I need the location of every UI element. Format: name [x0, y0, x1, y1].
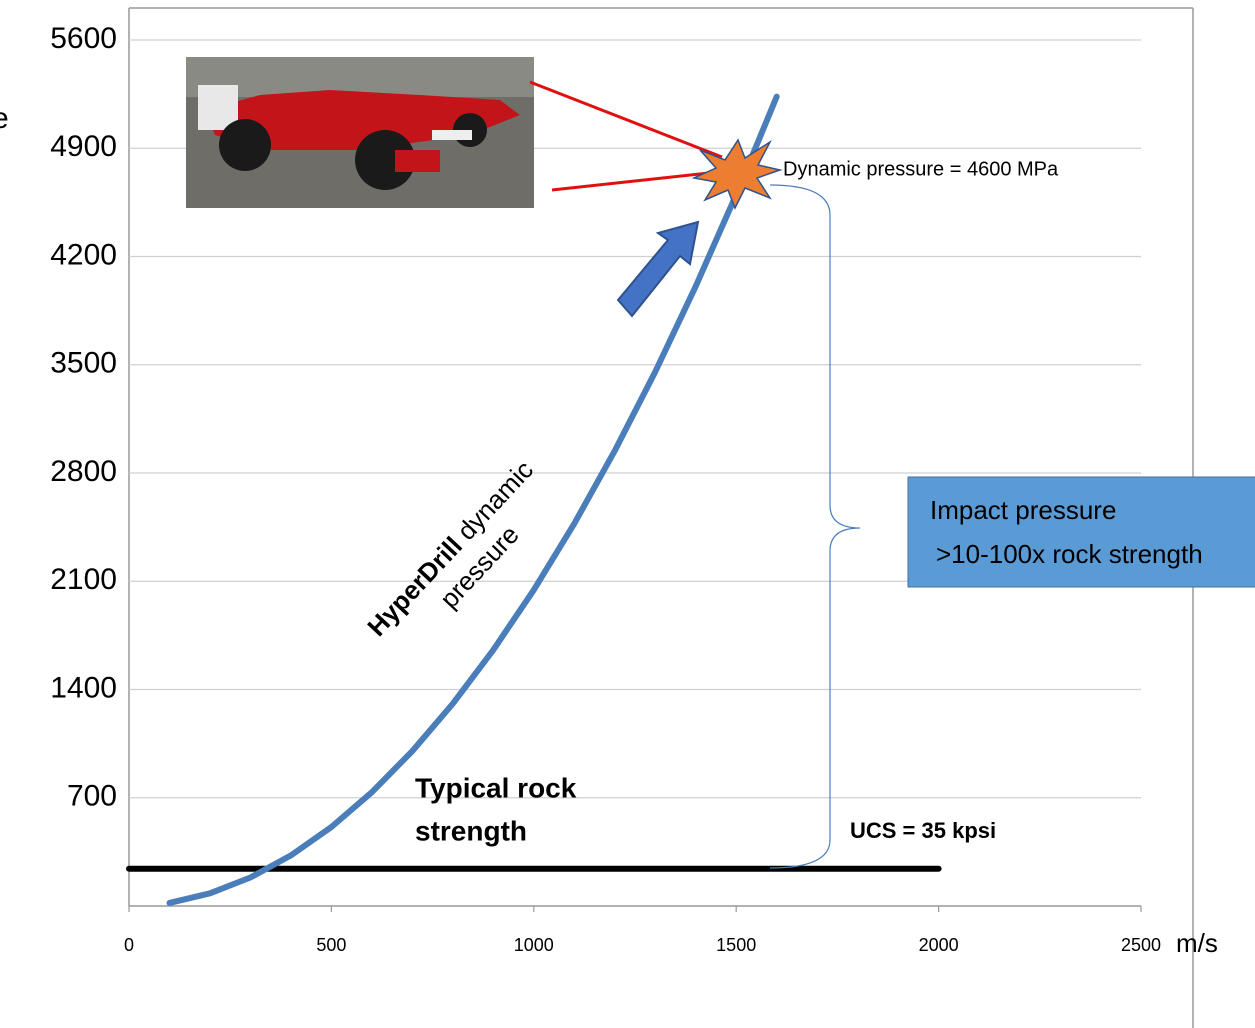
x-tick-label: 1000 [514, 935, 554, 955]
annotation: Dynamic pressure = 4600 MPa [783, 158, 1059, 180]
impact-text: >10-100x rock strength [936, 539, 1203, 569]
annotation: UCS = 35 kpsi [850, 818, 996, 843]
x-axis-label: m/s [1176, 928, 1218, 958]
marks [126, 93, 942, 906]
x-tick-label: 500 [316, 935, 346, 955]
x-tick-label: 0 [124, 935, 134, 955]
y-tick-label: 2100 [50, 563, 117, 596]
impact-burst [691, 138, 783, 210]
y-tick-label: 2800 [50, 455, 117, 488]
y-tick-label: 3500 [50, 347, 117, 380]
impact-text: Impact pressure [930, 495, 1116, 525]
y-tick-label: 1400 [50, 671, 117, 704]
annotation: strength [415, 815, 527, 846]
x-tick-label: 2500 [1121, 935, 1161, 955]
arrow [616, 220, 700, 318]
car-image [186, 57, 534, 208]
impact-box [907, 476, 1255, 588]
pointer-line [551, 170, 719, 192]
curve-label: HyperDrill dynamic pressure [361, 454, 539, 641]
x-tick-label: 1500 [716, 935, 756, 955]
pointer-line [529, 80, 723, 159]
brace [769, 184, 861, 869]
x-tick-label: 2000 [919, 935, 959, 955]
y-tick-label: 5600 [50, 22, 117, 55]
pressure-curve [166, 93, 780, 906]
y-tick-label: 4200 [50, 238, 117, 271]
annotation: Typical rock [415, 772, 577, 803]
y-axis-label: e [0, 102, 9, 135]
y-tick-label: 700 [67, 780, 117, 813]
y-tick-label: 4900 [50, 130, 117, 163]
